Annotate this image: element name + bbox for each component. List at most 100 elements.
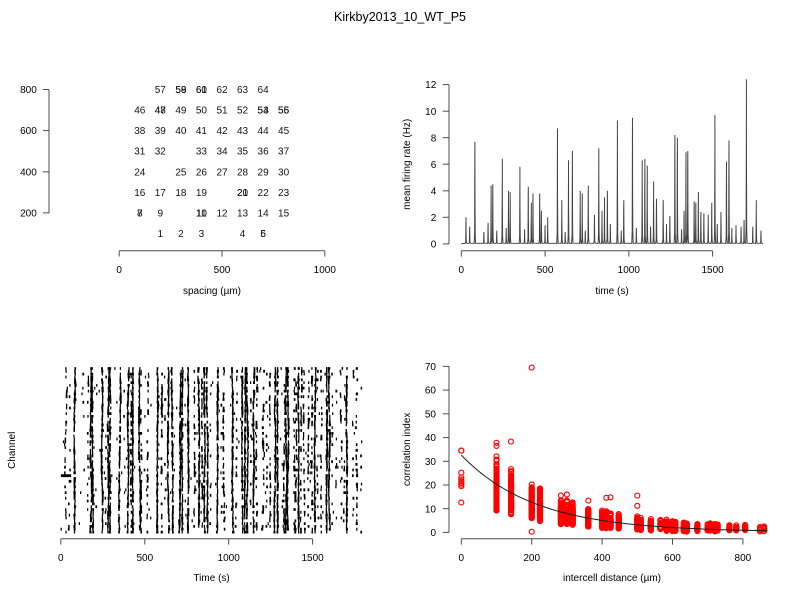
- svg-text:2: 2: [431, 213, 437, 224]
- svg-text:14: 14: [258, 208, 270, 219]
- svg-text:11: 11: [196, 208, 207, 219]
- svg-text:2: 2: [178, 229, 184, 240]
- svg-text:0: 0: [430, 528, 436, 539]
- svg-text:45: 45: [278, 126, 290, 137]
- svg-text:6: 6: [260, 229, 266, 240]
- svg-text:48: 48: [155, 106, 167, 117]
- svg-text:23: 23: [278, 188, 290, 199]
- svg-text:29: 29: [258, 167, 270, 178]
- svg-text:27: 27: [216, 167, 228, 178]
- svg-text:1500: 1500: [301, 553, 324, 564]
- svg-text:400: 400: [594, 553, 611, 564]
- svg-text:0: 0: [58, 553, 64, 564]
- svg-text:61: 61: [196, 85, 208, 96]
- svg-text:28: 28: [237, 167, 249, 178]
- svg-text:500: 500: [537, 265, 554, 276]
- svg-text:Time (s): Time (s): [193, 573, 229, 584]
- svg-text:49: 49: [175, 106, 187, 117]
- svg-text:30: 30: [278, 167, 290, 178]
- svg-text:mean firing rate (Hz): mean firing rate (Hz): [402, 119, 413, 210]
- svg-text:59: 59: [175, 85, 187, 96]
- svg-text:21: 21: [237, 188, 249, 199]
- svg-text:1000: 1000: [314, 265, 337, 276]
- svg-text:0: 0: [459, 265, 465, 276]
- svg-text:10: 10: [196, 208, 208, 219]
- svg-text:35: 35: [237, 147, 249, 158]
- svg-text:58: 58: [175, 85, 187, 96]
- svg-text:51: 51: [216, 106, 228, 117]
- svg-text:10: 10: [425, 504, 437, 515]
- svg-text:0: 0: [116, 265, 122, 276]
- svg-text:17: 17: [155, 188, 167, 199]
- svg-text:64: 64: [258, 85, 270, 96]
- svg-text:500: 500: [136, 553, 153, 564]
- svg-text:24: 24: [134, 167, 146, 178]
- svg-text:12: 12: [425, 80, 437, 91]
- svg-text:31: 31: [134, 147, 146, 158]
- svg-text:40: 40: [175, 126, 187, 137]
- svg-text:60: 60: [425, 386, 437, 397]
- svg-text:intercell distance (µm): intercell distance (µm): [563, 573, 661, 584]
- svg-text:1000: 1000: [218, 553, 241, 564]
- svg-text:44: 44: [258, 126, 270, 137]
- svg-text:42: 42: [216, 126, 228, 137]
- svg-text:26: 26: [196, 167, 208, 178]
- svg-text:30: 30: [425, 457, 437, 468]
- svg-text:spacing (µm): spacing (µm): [183, 286, 241, 297]
- svg-text:time (s): time (s): [595, 286, 628, 297]
- svg-text:56: 56: [278, 106, 290, 117]
- svg-text:13: 13: [237, 208, 249, 219]
- svg-text:25: 25: [175, 167, 187, 178]
- svg-text:60: 60: [196, 85, 208, 96]
- svg-text:46: 46: [134, 106, 146, 117]
- svg-text:4: 4: [240, 229, 246, 240]
- svg-text:54: 54: [258, 106, 270, 117]
- svg-text:Channel: Channel: [7, 432, 18, 469]
- svg-text:7: 7: [137, 208, 143, 219]
- svg-text:20: 20: [425, 481, 437, 492]
- svg-text:47: 47: [155, 106, 167, 117]
- svg-text:22: 22: [258, 188, 270, 199]
- svg-text:33: 33: [196, 147, 208, 158]
- svg-text:600: 600: [664, 553, 681, 564]
- svg-text:15: 15: [278, 208, 290, 219]
- svg-text:800: 800: [735, 553, 752, 564]
- svg-text:34: 34: [216, 147, 228, 158]
- svg-text:200: 200: [20, 209, 37, 220]
- svg-text:20: 20: [237, 188, 249, 199]
- svg-text:500: 500: [214, 265, 231, 276]
- svg-text:43: 43: [237, 126, 249, 137]
- svg-text:16: 16: [134, 188, 146, 199]
- svg-text:400: 400: [20, 167, 37, 178]
- svg-text:9: 9: [158, 208, 164, 219]
- svg-text:50: 50: [196, 106, 208, 117]
- svg-text:63: 63: [237, 85, 249, 96]
- svg-text:41: 41: [196, 126, 208, 137]
- svg-text:5: 5: [260, 229, 266, 240]
- svg-text:70: 70: [425, 362, 437, 373]
- svg-text:0: 0: [431, 240, 437, 251]
- svg-text:57: 57: [155, 85, 167, 96]
- svg-text:19: 19: [196, 188, 208, 199]
- svg-text:55: 55: [278, 106, 290, 117]
- svg-text:53: 53: [258, 106, 270, 117]
- svg-text:1500: 1500: [701, 265, 724, 276]
- svg-text:3: 3: [199, 229, 205, 240]
- svg-text:8: 8: [137, 208, 143, 219]
- svg-text:1000: 1000: [618, 265, 641, 276]
- svg-text:6: 6: [431, 160, 437, 171]
- svg-text:4: 4: [431, 186, 437, 197]
- svg-text:0: 0: [459, 553, 465, 564]
- svg-text:52: 52: [237, 106, 249, 117]
- svg-text:39: 39: [155, 126, 167, 137]
- svg-text:36: 36: [258, 147, 270, 158]
- svg-text:32: 32: [155, 147, 167, 158]
- svg-text:200: 200: [523, 553, 540, 564]
- svg-text:Kirkby2013_10_WT_P5: Kirkby2013_10_WT_P5: [334, 10, 466, 24]
- svg-text:50: 50: [425, 409, 437, 420]
- svg-text:8: 8: [431, 133, 437, 144]
- svg-text:800: 800: [20, 85, 37, 96]
- svg-text:correlation index: correlation index: [402, 413, 413, 486]
- svg-text:12: 12: [216, 208, 228, 219]
- svg-text:62: 62: [216, 85, 228, 96]
